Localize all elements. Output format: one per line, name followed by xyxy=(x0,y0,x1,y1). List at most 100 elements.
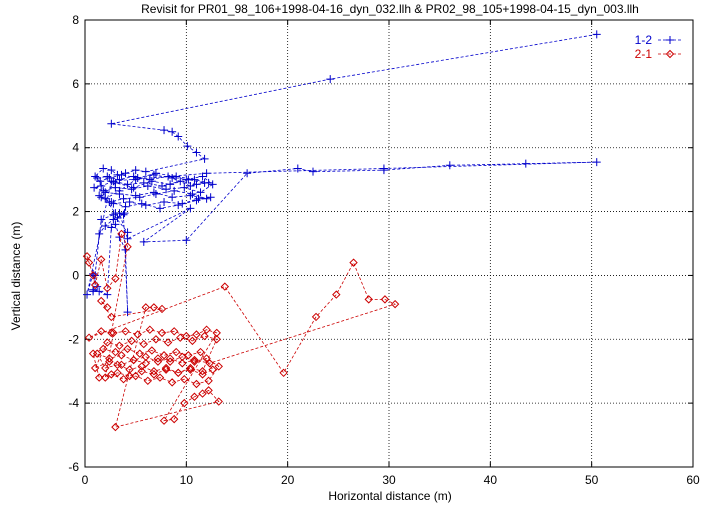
series-2-1 xyxy=(82,229,400,432)
data-point xyxy=(123,308,132,317)
data-point xyxy=(161,363,171,373)
data-point xyxy=(279,368,288,378)
data-point xyxy=(103,172,112,181)
data-point xyxy=(113,368,122,378)
data-point xyxy=(309,167,317,176)
data-point xyxy=(186,363,195,373)
data-point xyxy=(115,186,124,195)
data-point xyxy=(127,336,136,346)
data-point xyxy=(149,170,158,179)
data-point xyxy=(139,237,148,246)
x-tick-label: 0 xyxy=(82,473,89,487)
data-point xyxy=(169,414,179,424)
data-point xyxy=(174,368,183,378)
data-point xyxy=(311,312,321,322)
data-point xyxy=(84,258,94,267)
data-point xyxy=(208,365,217,374)
data-point xyxy=(192,379,201,389)
data-point xyxy=(184,175,193,184)
data-point xyxy=(101,373,110,382)
x-axis: 0 10 20 30 40 50 60 xyxy=(82,20,700,487)
data-point xyxy=(97,255,106,264)
legend: 1-22-1 xyxy=(635,33,682,61)
chart-title: Revisit for PR01_98_106+1998-04-16_dyn_0… xyxy=(141,2,639,16)
data-point xyxy=(151,335,161,344)
data-point xyxy=(121,327,130,336)
data-point xyxy=(151,190,160,199)
data-point xyxy=(184,351,193,360)
data-point xyxy=(121,169,130,178)
data-point xyxy=(84,333,94,342)
grid xyxy=(85,20,693,467)
data-point xyxy=(137,362,146,371)
data-point xyxy=(123,344,132,354)
data-point xyxy=(159,351,169,360)
data-point xyxy=(95,191,104,200)
legend-label: 1-2 xyxy=(635,33,653,47)
data-point xyxy=(121,202,130,211)
data-point xyxy=(109,199,118,208)
data-point xyxy=(129,172,138,181)
data-point xyxy=(190,357,199,366)
series-layer xyxy=(82,30,601,432)
data-point xyxy=(390,299,400,309)
data-point xyxy=(176,333,185,342)
data-point xyxy=(125,371,134,381)
data-point xyxy=(186,191,195,200)
data-point xyxy=(206,193,215,202)
data-point xyxy=(139,178,148,187)
data-point xyxy=(91,271,100,280)
data-point xyxy=(178,199,187,208)
data-point xyxy=(149,370,159,379)
data-point xyxy=(186,204,195,213)
data-point xyxy=(147,177,156,186)
data-point xyxy=(141,303,151,312)
data-point xyxy=(182,236,191,245)
data-point xyxy=(103,303,112,312)
data-point xyxy=(153,354,163,363)
data-point xyxy=(105,357,114,366)
data-point xyxy=(117,170,126,179)
data-point xyxy=(133,330,142,339)
series-line xyxy=(86,232,397,428)
data-point xyxy=(119,374,128,384)
data-point xyxy=(111,274,120,283)
data-point xyxy=(88,349,98,358)
data-point xyxy=(111,220,120,229)
data-point xyxy=(168,193,177,202)
data-point xyxy=(103,283,112,293)
data-point xyxy=(165,357,175,366)
data-point xyxy=(380,295,390,304)
data-point xyxy=(188,336,197,346)
data-point xyxy=(115,209,124,218)
data-point xyxy=(165,354,175,363)
data-point xyxy=(107,166,116,175)
data-point xyxy=(90,280,100,290)
data-point xyxy=(379,164,388,173)
data-point xyxy=(97,193,106,202)
data-point xyxy=(196,188,205,197)
x-tick-label: 20 xyxy=(281,473,295,487)
data-point xyxy=(127,185,136,194)
data-point xyxy=(141,359,151,368)
data-point xyxy=(167,378,177,387)
data-point xyxy=(90,363,100,373)
data-point xyxy=(82,252,92,261)
data-point xyxy=(170,186,179,195)
data-point xyxy=(171,347,181,357)
data-point xyxy=(293,164,302,173)
data-point xyxy=(349,258,358,267)
legend-label: 2-1 xyxy=(635,47,653,61)
data-point xyxy=(105,174,114,183)
data-point xyxy=(95,229,104,238)
data-point xyxy=(196,347,205,357)
data-point xyxy=(200,331,209,341)
data-point xyxy=(157,328,167,338)
data-point xyxy=(212,335,221,344)
data-point xyxy=(160,126,169,135)
data-point xyxy=(99,344,108,354)
data-point xyxy=(115,175,124,184)
data-point xyxy=(198,367,207,376)
data-point xyxy=(131,166,140,175)
x-tick-label: 40 xyxy=(484,473,498,487)
